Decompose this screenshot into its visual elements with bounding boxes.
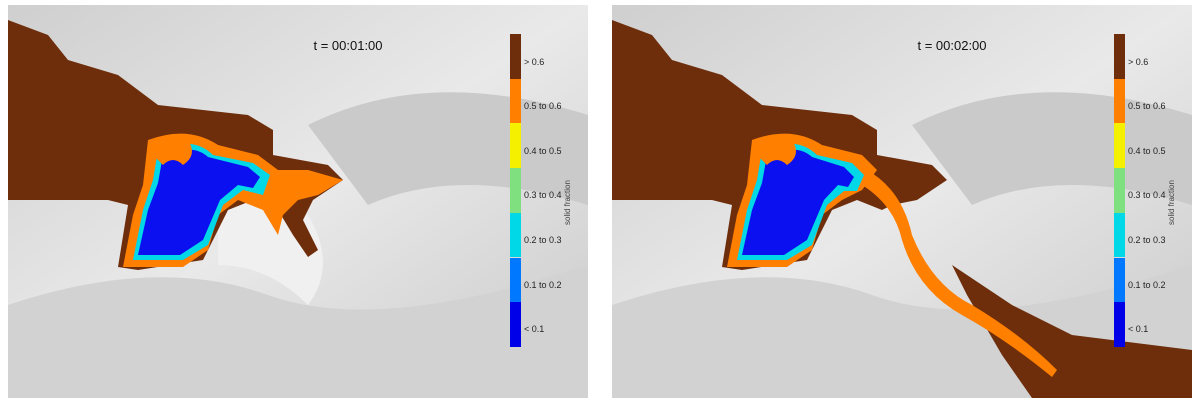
colorbar-label: < 0.1 bbox=[524, 324, 545, 334]
colorbar-label: 0.3 to 0.4 bbox=[1128, 190, 1166, 200]
colorbar-label: 0.4 to 0.5 bbox=[1128, 146, 1166, 156]
time-label: t = 00:01:00 bbox=[313, 38, 383, 53]
colorbar bbox=[1114, 34, 1125, 347]
simulation-panel-1: t = 00:01:00 > 0.6 0.5 to 0.6 0.4 to 0.5… bbox=[8, 5, 588, 398]
colorbar-segment bbox=[510, 302, 521, 347]
colorbar-label: 0.5 to 0.6 bbox=[1128, 101, 1166, 111]
colorbar-segment bbox=[510, 123, 521, 169]
colorbar-segment bbox=[510, 212, 521, 258]
colorbar-segment bbox=[1114, 168, 1125, 213]
colorbar-label: > 0.6 bbox=[524, 57, 545, 67]
colorbar-label: 0.2 to 0.3 bbox=[1128, 235, 1166, 245]
terrain-view bbox=[612, 5, 1192, 398]
colorbar-segment bbox=[1114, 123, 1125, 169]
colorbar-label: 0.4 to 0.5 bbox=[524, 146, 562, 156]
terrain-view bbox=[8, 5, 588, 398]
colorbar-segment bbox=[510, 257, 521, 303]
flow-swirl bbox=[153, 137, 192, 165]
colorbar-label: 0.1 to 0.2 bbox=[524, 280, 562, 290]
colorbar-segment bbox=[1114, 78, 1125, 124]
colorbar-label: 0.1 to 0.2 bbox=[1128, 280, 1166, 290]
colorbar-label: 0.2 to 0.3 bbox=[524, 235, 562, 245]
flow-swirl bbox=[757, 137, 796, 165]
lake-region bbox=[138, 149, 260, 255]
colorbar-segment bbox=[510, 168, 521, 213]
terrain-ridge bbox=[8, 265, 588, 398]
colorbar bbox=[510, 34, 521, 347]
colorbar-label: > 0.6 bbox=[1128, 57, 1149, 67]
colorbar-segment bbox=[1114, 302, 1125, 347]
colorbar-segment bbox=[1114, 257, 1125, 303]
colorbar-segment bbox=[510, 78, 521, 124]
simulation-panel-2: t = 00:02:00 > 0.6 0.5 to 0.6 0.4 to 0.5… bbox=[612, 5, 1192, 398]
colorbar-label: < 0.1 bbox=[1128, 324, 1149, 334]
colorbar-title: solid fraction bbox=[563, 180, 572, 225]
downstream-deposit bbox=[952, 265, 1192, 398]
colorbar-segment bbox=[1114, 34, 1125, 79]
colorbar-segment bbox=[1114, 212, 1125, 258]
colorbar-label: 0.5 to 0.6 bbox=[524, 101, 562, 111]
colorbar-title: solid fraction bbox=[1167, 180, 1176, 225]
colorbar-segment bbox=[510, 34, 521, 79]
colorbar-label: 0.3 to 0.4 bbox=[524, 190, 562, 200]
flow-channel bbox=[862, 170, 1057, 377]
time-label: t = 00:02:00 bbox=[917, 38, 987, 53]
lake-region bbox=[742, 149, 854, 255]
